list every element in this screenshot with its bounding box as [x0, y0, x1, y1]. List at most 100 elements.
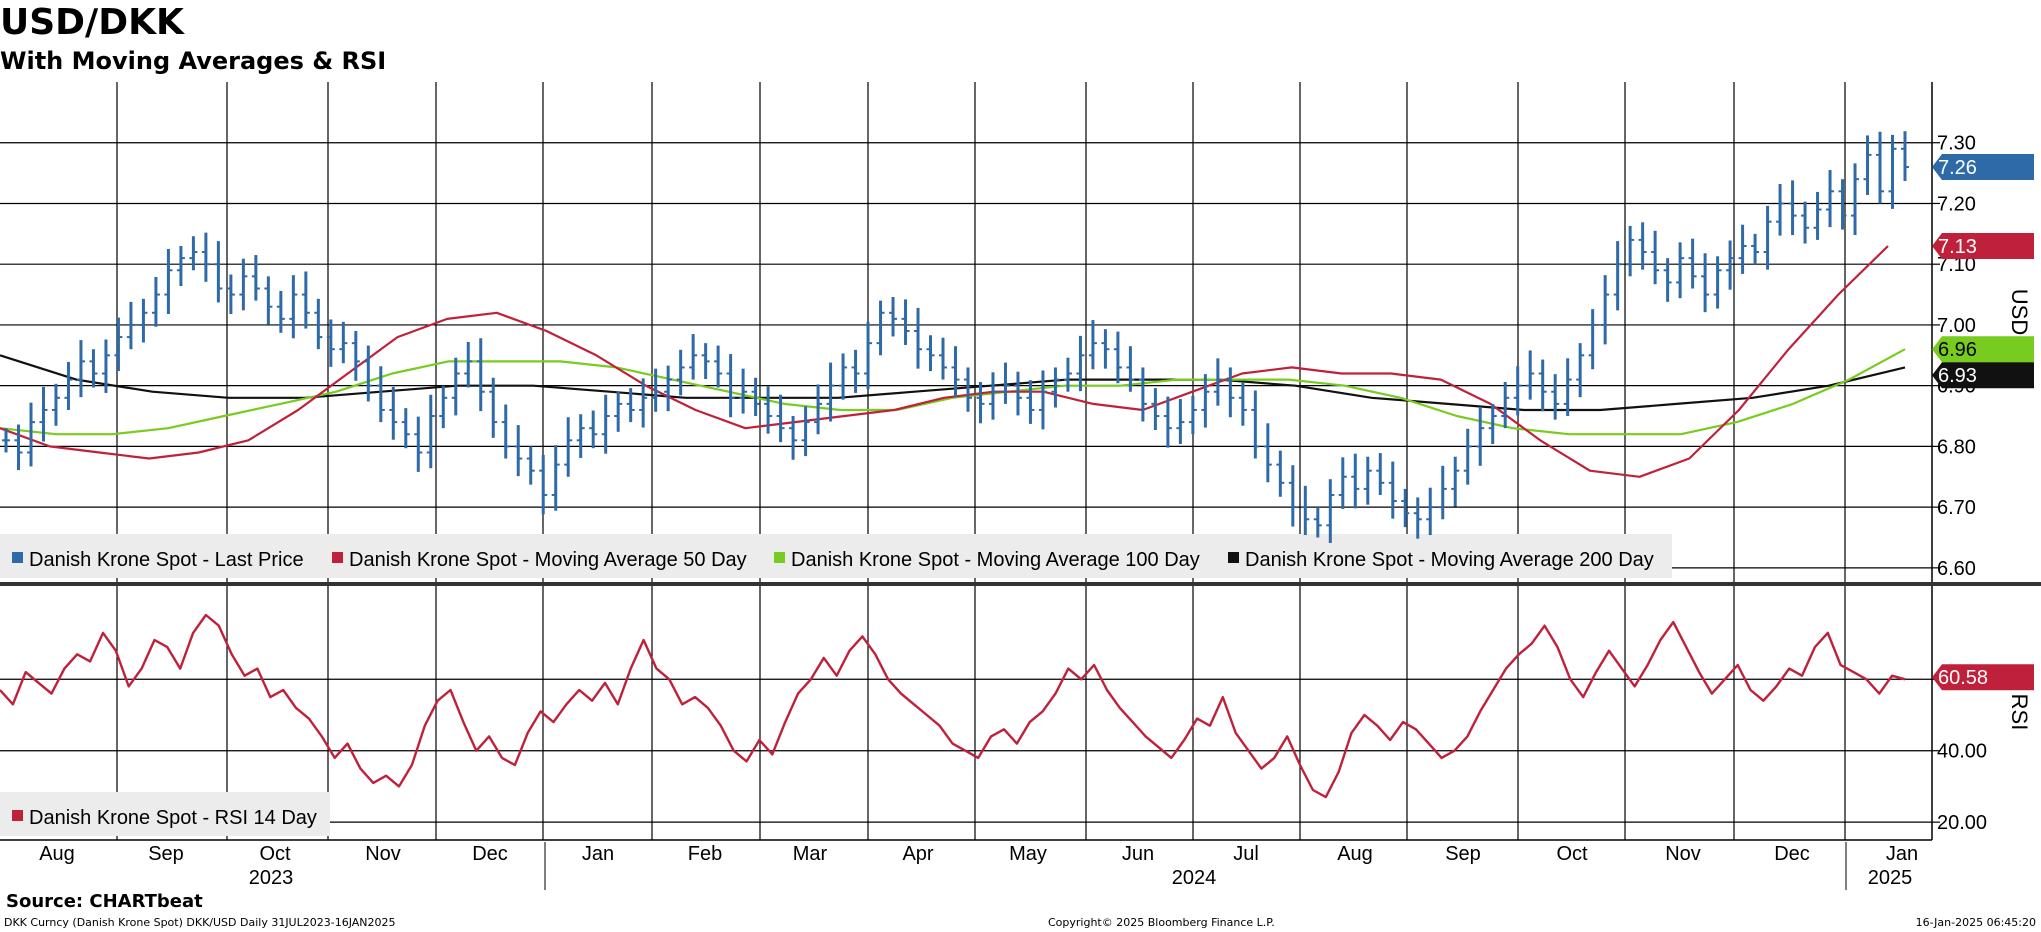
price-bar [1801, 201, 1810, 244]
price-bar [14, 424, 23, 471]
price-bar [1226, 367, 1235, 418]
price-legend-box [0, 534, 1672, 578]
price-bar [1576, 343, 1585, 398]
price-bar [1201, 374, 1210, 428]
price-bar [114, 317, 123, 372]
price-bar [926, 335, 935, 372]
source-note: Source: CHARTbeat [6, 891, 203, 912]
price-bar [1513, 366, 1522, 416]
price-bar [976, 382, 985, 424]
x-month-label: Dec [472, 843, 508, 865]
x-month-label: Aug [1337, 843, 1373, 865]
x-month-label: Oct [1556, 843, 1588, 865]
price-y-tick-label: 6.70 [1937, 497, 1976, 519]
chart-subtitle: With Moving Averages & RSI [0, 47, 387, 75]
x-month-label: Sep [148, 843, 184, 865]
price-bar [1638, 222, 1647, 270]
price-bar [101, 339, 110, 393]
price-bar [1413, 497, 1422, 539]
rsi-legend-box [0, 792, 330, 836]
price-bar [39, 386, 48, 442]
price-bar [1738, 224, 1747, 274]
chart-title: USD/DKK [0, 2, 184, 43]
price-bar [201, 232, 210, 282]
price-bar [1313, 507, 1322, 538]
price-bar [876, 300, 885, 356]
legend-entry: Danish Krone Spot - Moving Average 200 D… [1245, 549, 1654, 571]
timestamp: 16-Jan-2025 06:45:20 [1915, 916, 2036, 929]
price-bar [751, 377, 760, 417]
price-bar [1751, 233, 1760, 265]
rsi-line [0, 613, 1906, 799]
price-bar [126, 301, 135, 350]
price-bar [1401, 488, 1410, 528]
price-bar [1726, 240, 1735, 290]
price-bar [801, 406, 810, 457]
ma100-value-tag: 6.96 [1932, 336, 2034, 363]
price-bar [601, 394, 610, 454]
price-bar [1688, 238, 1697, 289]
rsi-legend-entry: Danish Krone Spot - RSI 14 Day [29, 807, 317, 829]
price-bar [1776, 184, 1785, 236]
ma100-line [0, 348, 1906, 436]
price-bar [1676, 242, 1685, 299]
price-bar [1138, 367, 1147, 422]
price-bar [1451, 456, 1460, 507]
price-bar [814, 384, 823, 435]
price-bar [614, 391, 623, 432]
price-bar [289, 275, 298, 339]
price-bar [1326, 479, 1335, 543]
x-year-label: 2025 [1868, 867, 1913, 889]
price-bar [789, 416, 798, 460]
price-bar [401, 408, 410, 449]
price-y-tick-label: 6.60 [1937, 558, 1976, 580]
last-price-tag-label: 7.26 [1938, 157, 1977, 179]
price-bar [1388, 461, 1397, 519]
price-bar [1363, 456, 1372, 505]
price-bar [151, 276, 160, 327]
price-bar [714, 345, 723, 388]
price-bar [214, 241, 223, 303]
price-bar [1551, 374, 1560, 420]
legend-entry: Danish Krone Spot - Moving Average 50 Da… [349, 549, 747, 571]
last-price-tag: 7.26 [1932, 154, 2034, 181]
price-bar [1013, 371, 1022, 416]
price-bar [1238, 382, 1247, 426]
price-bar [764, 386, 773, 434]
price-bar [139, 298, 148, 343]
price-bar [589, 410, 598, 449]
price-bar [1588, 309, 1597, 370]
price-bar [451, 357, 460, 416]
ma50-value-tag: 7.13 [1932, 232, 2034, 259]
x-month-label: Jun [1122, 843, 1154, 865]
price-bar [1426, 487, 1435, 536]
price-bar [1838, 179, 1847, 230]
price-bar [514, 425, 523, 477]
price-bar [239, 258, 248, 311]
x-month-label: Aug [39, 843, 75, 865]
price-bar [1026, 380, 1035, 424]
ma100-value-tag-label: 6.96 [1938, 339, 1977, 361]
price-bar [826, 362, 835, 422]
price-bar [1826, 170, 1835, 228]
price-bar [1526, 350, 1535, 400]
price-bar [664, 365, 673, 412]
copyright-note: Copyright© 2025 Bloomberg Finance L.P. [1048, 916, 1275, 929]
price-bar [526, 446, 535, 485]
legend-entry: Danish Krone Spot - Moving Average 100 D… [791, 549, 1200, 571]
price-bar [1476, 406, 1485, 466]
price-bar [1188, 395, 1197, 435]
price-bar [1876, 131, 1885, 204]
price-bar [1051, 367, 1060, 408]
price-bar [889, 296, 898, 337]
price-bar [676, 349, 685, 396]
price-bar [439, 385, 448, 429]
price-bar [1038, 370, 1047, 430]
x-month-label: Nov [1665, 843, 1701, 865]
price-y-tick-label: 7.30 [1937, 133, 1976, 155]
price-y-tick-label: 7.20 [1937, 193, 1976, 215]
ticker-info: DKK Curncy (Danish Krone Spot) DKK/USD D… [4, 916, 396, 929]
price-bar [1351, 453, 1360, 509]
legend-swatch [1228, 552, 1239, 563]
rsi-value-tag-label: 60.58 [1938, 667, 1988, 689]
